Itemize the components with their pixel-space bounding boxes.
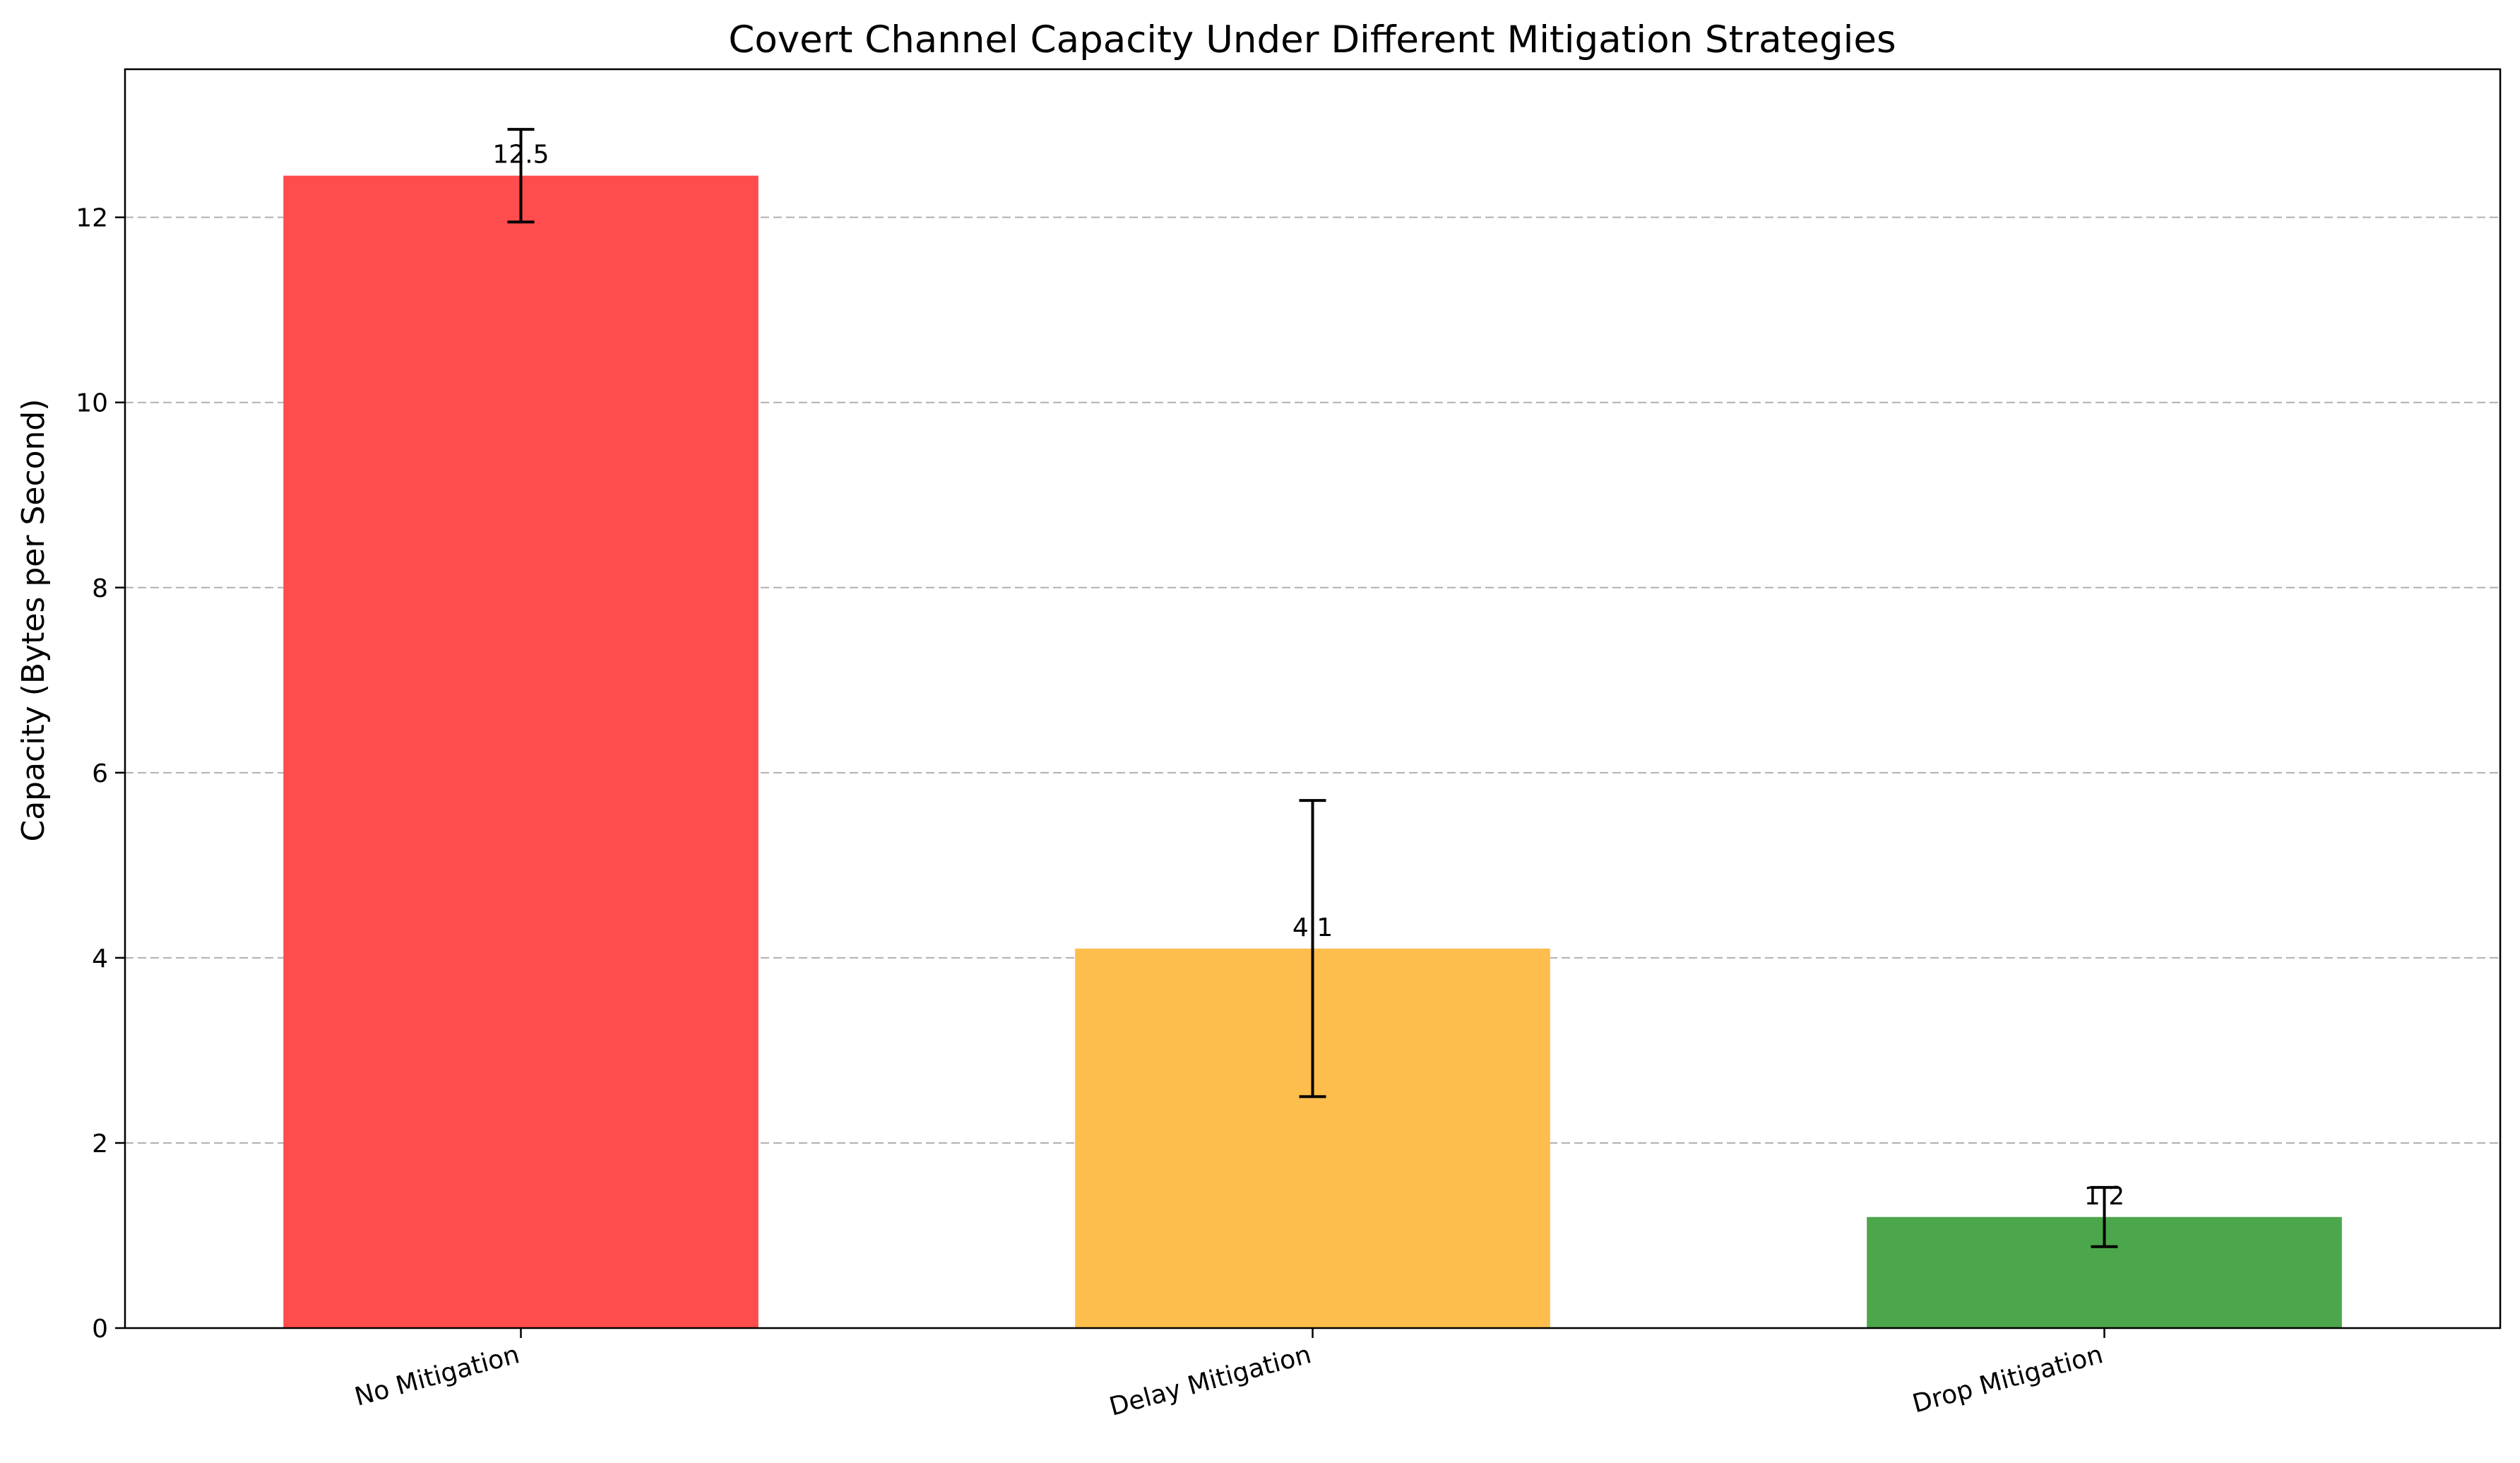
data-labels: 12.5 4.1 1.2	[492, 141, 2124, 1211]
bar	[283, 175, 759, 1328]
data-label: 12.5	[492, 141, 549, 170]
y-tick-label: 8	[92, 574, 108, 603]
y-tick-label: 4	[92, 944, 108, 973]
data-label: 1.2	[2084, 1182, 2124, 1211]
y-tick-label: 6	[92, 759, 108, 788]
y-tick-label: 10	[76, 389, 108, 418]
y-tick-label: 0	[92, 1315, 108, 1344]
y-tick-label: 12	[76, 204, 108, 233]
y-axis-label: Capacity (Bytes per Second)	[16, 398, 52, 841]
y-tick-label: 2	[92, 1130, 108, 1159]
error-bars	[507, 128, 2118, 1248]
y-axis-ticks: 0 2 4 6 8 10 12	[76, 204, 125, 1344]
data-label: 4.1	[1292, 913, 1333, 942]
chart-title: Covert Channel Capacity Under Different …	[728, 18, 1896, 61]
